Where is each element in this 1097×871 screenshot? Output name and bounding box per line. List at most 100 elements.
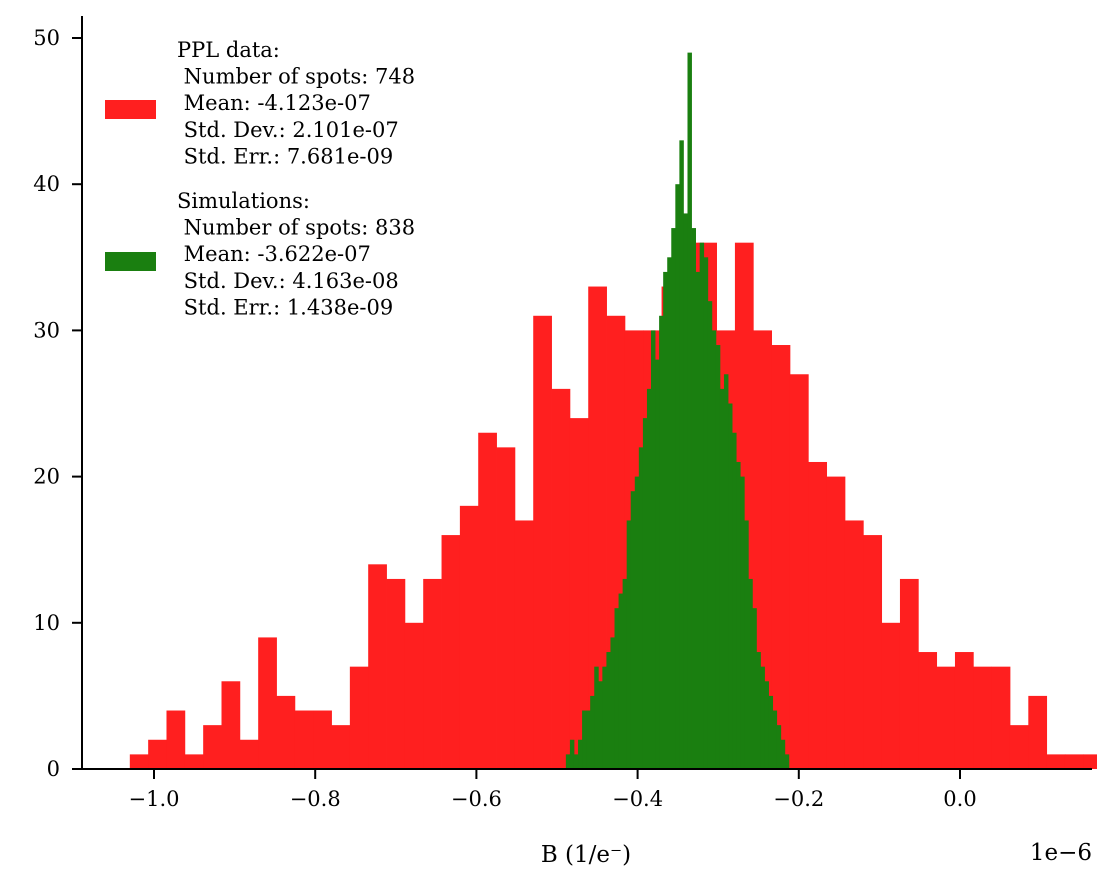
sim-bar-20 [646,388,652,769]
x-tick-label: 0.0 [943,787,976,811]
ppl-bar-4 [203,725,222,769]
sim-bar-23 [659,315,664,769]
x-tick-label: −1.0 [129,787,180,811]
ppl-bar-51 [1064,754,1084,769]
sim-bar-54 [784,754,790,769]
ppl-bar-48 [1009,725,1029,769]
ppl-bar-0 [129,754,149,769]
legend-text-line: Std. Dev.: 2.101e-07 [177,118,399,142]
ppl-bar-39 [844,520,864,769]
sim-bar-29 [683,213,688,769]
ppl-bar-20 [496,447,516,769]
sim-bar-14 [622,578,628,769]
sim-bar-40 [728,403,733,769]
ppl-bar-15 [404,622,424,769]
legend-text-line: Mean: -3.622e-07 [177,242,371,266]
sim-bar-38 [719,388,725,769]
ppl-bar-43 [918,652,938,769]
sim-bar-43 [740,476,745,769]
ppl-bar-35 [771,345,791,769]
ppl-bar-19 [478,432,497,769]
sim-bar-37 [715,345,721,769]
ppl-bar-8 [276,695,296,769]
sim-bar-2 [573,754,579,769]
sim-bar-8 [598,681,603,769]
ppl-bar-45 [954,652,974,769]
ppl-bar-52 [1083,754,1097,769]
ppl-bar-21 [514,520,534,769]
ppl-bar-44 [936,666,956,769]
sim-bar-49 [764,681,769,769]
ppl-bar-1 [148,739,167,769]
ppl-bar-24 [569,418,589,769]
sim-bar-33 [699,242,705,769]
y-tick-label: 50 [33,26,60,50]
legend-text-line: Mean: -4.123e-07 [177,91,371,115]
sim-bar-3 [578,739,583,769]
legend-text-line: Std. Dev.: 4.163e-08 [177,269,399,293]
sim-bar-28 [679,140,684,770]
legend-text-line: Std. Err.: 1.438e-09 [177,295,393,319]
sim-bar-32 [695,271,701,769]
simulation-bars [565,52,790,770]
sim-bar-21 [651,330,656,769]
ppl-bar-41 [881,622,901,769]
legend-swatch-simulations [105,252,156,271]
sim-bar-35 [707,301,713,769]
sim-bar-52 [776,725,782,769]
sim-bar-0 [565,754,571,769]
ppl-bar-13 [368,564,387,769]
sim-bar-9 [602,666,607,769]
ppl-bar-36 [789,374,809,769]
ppl-bar-49 [1028,695,1048,769]
ppl-bar-22 [533,315,552,769]
sim-bar-50 [768,695,774,769]
legend: PPL data: Number of spots: 748 Mean: -4.… [105,38,415,319]
sim-bar-15 [626,520,632,769]
sim-bar-6 [590,695,595,769]
ppl-bar-23 [551,388,571,769]
ppl-bar-47 [991,666,1011,769]
sim-bar-24 [663,271,668,769]
sim-bar-1 [569,739,575,769]
sim-bar-42 [736,461,741,769]
x-axis-offset-label: 1e−6 [1030,840,1092,866]
sim-bar-25 [667,257,672,769]
y-tick-label: 30 [33,318,60,342]
ppl-bar-6 [239,739,259,769]
ppl-bar-25 [588,286,607,769]
sim-bar-47 [756,652,761,769]
legend-text-line: Simulations: [177,189,310,213]
ppl-bar-9 [294,710,314,769]
ppl-bar-7 [258,637,277,769]
sim-bar-27 [675,184,680,769]
legend-text-line: Number of spots: 838 [177,216,415,240]
sim-bar-36 [711,330,717,769]
axes: −1.0 −0.8 −0.6 −0.4 −0.2 0.0 0 10 20 30 40 50 [33,16,1092,811]
sim-bar-31 [691,228,696,769]
ppl-bar-40 [863,535,883,769]
x-axis-label: B (1/e⁻) [541,842,631,868]
sim-bar-53 [780,739,786,769]
ppl-bar-12 [349,666,369,769]
legend-text-line: Number of spots: 748 [177,65,415,89]
sim-bar-17 [634,476,640,769]
sim-bar-7 [594,666,599,769]
sim-bar-41 [732,432,737,769]
sim-bar-26 [671,228,676,769]
ppl-bar-14 [386,578,406,769]
x-tick-label: −0.8 [290,787,341,811]
ppl-bar-17 [441,535,461,769]
sim-bar-34 [703,257,709,769]
y-tick-label: 40 [33,172,60,196]
sim-bar-48 [760,666,765,769]
ppl-bar-18 [459,505,479,769]
legend-text-line: Std. Err.: 7.681e-09 [177,144,393,168]
ppl-bar-5 [221,681,241,769]
ppl-bar-42 [899,578,919,769]
sim-bar-19 [642,418,648,769]
legend-swatch-ppl [105,100,156,119]
sim-bar-44 [744,520,749,769]
ppl-bar-38 [826,476,846,769]
